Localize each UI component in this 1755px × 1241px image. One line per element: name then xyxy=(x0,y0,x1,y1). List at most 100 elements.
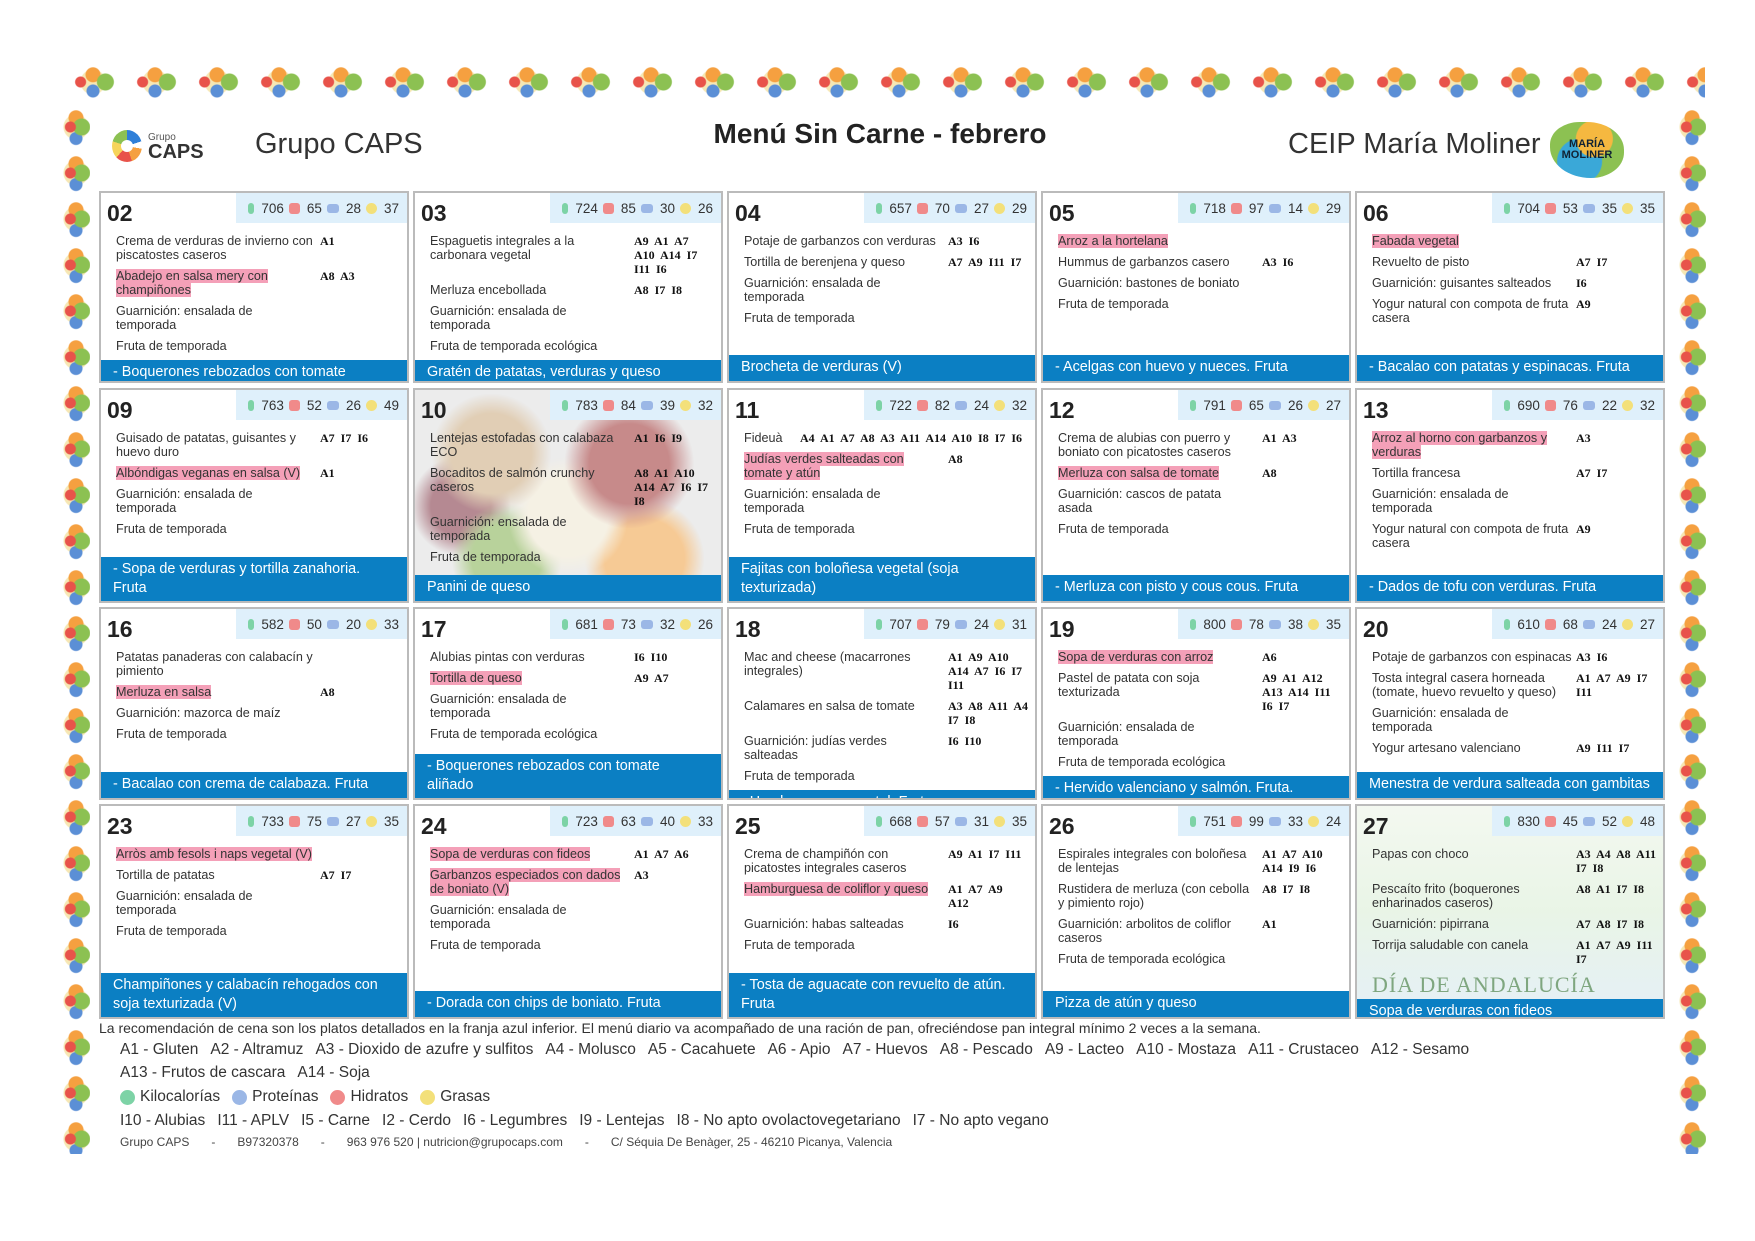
dish-item: Guarnición: ensalada de temporada xyxy=(116,487,397,515)
allergen-codes: A3 A8 A11 A4 I7 I8 xyxy=(948,699,1029,727)
dish-item: Arroz a la hortelana xyxy=(1058,234,1339,248)
grasas-icon xyxy=(420,1089,436,1105)
dish-item: Guisado de patatas, guisantes y huevo du… xyxy=(116,431,397,459)
carbs-value: 68 xyxy=(1562,616,1578,632)
fat-icon xyxy=(1307,815,1319,827)
allergen-codes xyxy=(948,487,1028,515)
protein-value: 27 xyxy=(973,200,989,216)
day-number: 24 xyxy=(421,813,447,839)
footer-note: La recomendación de cena son los platos … xyxy=(99,1020,1261,1036)
dish-item: Patatas panaderas con calabacín y pimien… xyxy=(116,650,397,678)
dish-item: Fruta de temporada xyxy=(1058,522,1339,536)
week-row: 16 582 50 20 33 Patatas panaderas con ca… xyxy=(99,607,1665,800)
dish-name: Tortilla de patatas xyxy=(116,868,215,882)
dish-name: Guarnición: judías verdes salteadas xyxy=(744,734,887,762)
dish-name: Abadejo en salsa mery con champiñones xyxy=(116,269,268,297)
legend-label: Proteínas xyxy=(252,1088,319,1105)
kilocalories-icon xyxy=(876,815,883,827)
caps-logo-icon xyxy=(112,130,142,162)
carbohydrates-icon xyxy=(916,399,928,411)
fat-icon xyxy=(1621,202,1633,214)
dish-name: Bocaditos de salmón crunchy caseros xyxy=(430,466,595,494)
allergen-codes: A1 A3 xyxy=(1262,431,1297,445)
day-number: 09 xyxy=(107,397,133,423)
dish-name: Guarnición: ensalada de temporada xyxy=(116,889,253,917)
kcal-value: 610 xyxy=(1517,616,1540,632)
dish-item: Merluza con salsa de tomate A8 xyxy=(1058,466,1339,480)
dish-item: Guarnición: ensalada de temporada xyxy=(744,487,1025,515)
nutrition-summary: 657 70 27 29 xyxy=(864,193,1035,223)
protein-icon xyxy=(640,619,653,629)
dinner-recommendation: - Hervido valenciano y salmón. Fruta. xyxy=(1043,776,1349,798)
dish-item: Torrija saludable con canela A1 A7 A9 I11… xyxy=(1372,938,1653,966)
allergen-codes: A8 I7 I8 xyxy=(1262,882,1311,896)
dinner-recommendation: - Sopa de verduras y tortilla zanahoria.… xyxy=(101,557,407,601)
dish-item: Guarnición: ensalada de temporada xyxy=(1372,487,1653,515)
allergen-codes: A3 I6 xyxy=(948,234,980,248)
logo-text-small: Grupo xyxy=(148,131,176,143)
dish-item: Papas con choco A3 A4 A8 A11 I7 I8 xyxy=(1372,847,1657,875)
protein-value: 32 xyxy=(659,616,675,632)
intolerance-entry: I11 - APLV xyxy=(217,1112,290,1129)
fat-icon xyxy=(993,202,1005,214)
dish-name: Fruta de temporada xyxy=(430,550,541,564)
dish-item: Arròs amb fesols i naps vegetal (V) xyxy=(116,847,397,861)
dish-item: Judías verdes salteadas con tomate y atú… xyxy=(744,452,1025,480)
day-cell: 02 706 65 28 37 Crema de verduras de inv… xyxy=(99,191,409,383)
legend-label: Grasas xyxy=(440,1088,491,1105)
dish-item: Guarnición: ensalada de temporada xyxy=(116,889,397,917)
dish-name: Revuelto de pisto xyxy=(1372,255,1470,269)
day-number: 17 xyxy=(421,616,447,642)
dish-item: Espaguetis integrales a la carbonara veg… xyxy=(430,234,711,276)
nutrition-summary: 718 97 14 29 xyxy=(1178,193,1349,223)
protein-value: 24 xyxy=(1601,616,1617,632)
legend-label: Hidratos xyxy=(350,1088,409,1105)
dish-name: Sopa de verduras con fideos xyxy=(430,847,591,861)
carbs-value: 63 xyxy=(620,813,636,829)
dish-item: Potaje de garbanzos con espinacas A3 I6 xyxy=(1372,650,1653,664)
kilocalories-icon xyxy=(1190,815,1197,827)
dinner-recommendation: Fajitas con boloñesa vegetal (soja textu… xyxy=(729,557,1035,601)
dinner-recommendation: - Bacalao con crema de calabaza. Fruta xyxy=(101,772,407,798)
dish-item: Guarnición: ensalada de temporada xyxy=(1058,720,1339,748)
allergen-codes: A7 I7 I6 xyxy=(320,431,369,445)
day-number: 27 xyxy=(1363,813,1389,839)
allergen-codes xyxy=(948,938,1028,952)
legend-item: Hidratos xyxy=(330,1088,408,1106)
fat-icon xyxy=(365,202,377,214)
day-cell: 06 704 53 35 35 Fabada vegetal Revuelto d… xyxy=(1355,191,1665,383)
day-number: 04 xyxy=(735,200,761,226)
allergen-codes xyxy=(948,276,1028,304)
dish-item: Fruta de temporada xyxy=(116,727,397,741)
nutrition-summary: 763 52 26 49 xyxy=(236,390,407,420)
week-row: 09 763 52 26 49 Guisado de patatas, guis… xyxy=(99,388,1665,603)
carbohydrates-icon xyxy=(1230,202,1242,214)
allergen-codes xyxy=(1262,720,1342,748)
school-logo: MARÍA MOLINER xyxy=(1550,122,1624,178)
protein-value: 39 xyxy=(659,397,675,413)
dish-item: Abadejo en salsa mery con champiñones A8 … xyxy=(116,269,397,297)
dish-name: Fruta de temporada xyxy=(116,339,227,353)
dish-item: Tortilla de patatas A7 I7 xyxy=(116,868,397,882)
dish-name: Fruta de temporada xyxy=(744,938,855,952)
dinner-recommendation: - Dorada con chips de boniato. Fruta xyxy=(415,991,721,1017)
allergen-codes: I6 xyxy=(1576,276,1587,290)
dish-name: Pastel de patata con soja texturizada xyxy=(1058,671,1200,699)
dish-name: Fruta de temporada xyxy=(1058,522,1169,536)
dish-name: Fruta de temporada xyxy=(744,769,855,783)
fat-value: 35 xyxy=(1011,813,1027,829)
dish-name: Fruta de temporada xyxy=(116,522,227,536)
allergen-codes: A9 A1 A7 A10 A14 I7 I11 I6 xyxy=(634,234,698,276)
intolerance-entry: I5 - Carne xyxy=(301,1112,371,1129)
allergen-entry: A10 - Mostaza xyxy=(1136,1041,1237,1058)
dish-name: Espirales integrales con boloñesa de len… xyxy=(1058,847,1247,875)
allergen-codes: A1 A9 A10 A14 A7 I6 I7 I11 xyxy=(948,650,1023,692)
fat-icon xyxy=(679,815,691,827)
dish-item: Guarnición: habas salteadas I6 xyxy=(744,917,1025,931)
allergen-codes: A3 A4 A8 A11 I7 I8 xyxy=(1576,847,1657,875)
kcal-value: 668 xyxy=(889,813,912,829)
protein-icon xyxy=(640,400,653,410)
dinner-recommendation: - Boquerones rebozados con tomate aliñad… xyxy=(415,754,721,798)
allergen-entry: A7 - Huevos xyxy=(842,1041,928,1058)
dish-item: Merluza en salsa A8 xyxy=(116,685,397,699)
